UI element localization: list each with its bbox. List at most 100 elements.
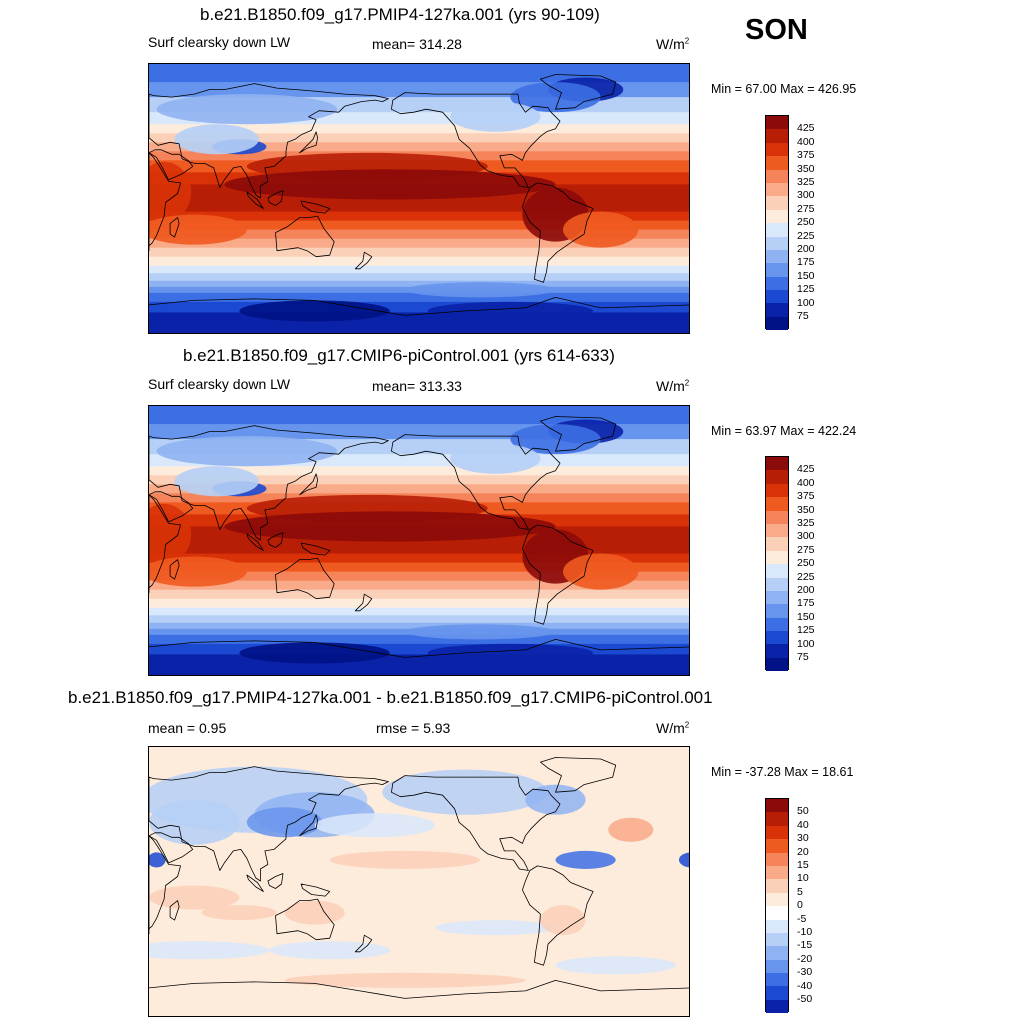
colorbar-box (766, 169, 788, 183)
colorbar-box (766, 812, 788, 826)
colorbar-box (766, 919, 788, 933)
colorbar-box (766, 457, 788, 471)
colorbar-tick-label: -15 (797, 939, 813, 952)
colorbar-tick-label: -20 (797, 952, 813, 965)
colorbar-box (766, 631, 788, 645)
colorbar-box (766, 483, 788, 498)
panel-2-units: W/m2 (656, 378, 689, 394)
colorbar-box (766, 604, 788, 618)
colorbar-tick-label: -5 (797, 912, 807, 925)
panel-3-map (148, 746, 690, 1017)
units-base: W/m (656, 378, 685, 394)
colorbar-tick-label: 175 (797, 256, 815, 269)
panel-3-title: b.e21.B1850.f09_g17.PMIP4-127ka.001 - b.… (68, 688, 713, 707)
panel-1-mean-label: mean= 314.28 (372, 36, 462, 52)
panel-3-min-max: Min = -37.28 Max = 18.61 (711, 765, 854, 779)
colorbar-box (766, 116, 788, 130)
colorbar-box (766, 973, 788, 987)
colorbar-box (766, 799, 788, 813)
colorbar-tick-label: 200 (797, 584, 815, 596)
colorbar-box (766, 129, 788, 143)
colorbar-tick-label: 200 (797, 243, 815, 255)
colorbar-tick-label: 425 (797, 122, 815, 135)
colorbar-box (766, 892, 788, 907)
colorbar-box (766, 825, 788, 840)
colorbar-box (766, 182, 788, 197)
panel-2-colorbar (765, 456, 789, 672)
colorbar-tick-label: -30 (797, 966, 813, 979)
season-label: SON (745, 14, 808, 46)
colorbar-box (766, 249, 788, 264)
colorbar-box (766, 865, 788, 880)
units-exponent: 2 (684, 720, 690, 730)
colorbar-box (766, 537, 788, 551)
panel-3-rmse-label: rmse = 5.93 (376, 720, 451, 736)
colorbar-box (766, 590, 788, 605)
coastlines (149, 74, 689, 316)
colorbar-tick-label: 50 (797, 805, 809, 818)
coastlines (149, 416, 689, 658)
colorbar-tick-label: 125 (797, 283, 815, 296)
colorbar-box (766, 906, 788, 920)
colorbar-box (766, 839, 788, 853)
colorbar-box (766, 564, 788, 578)
colorbar-tick-label: 150 (797, 610, 815, 623)
colorbar-box (766, 617, 788, 632)
panel-1-min-max: Min = 67.00 Max = 426.95 (711, 82, 857, 96)
colorbar-tick-label: 375 (797, 149, 815, 162)
colorbar-tick-label: -40 (797, 979, 813, 992)
colorbar-box (766, 263, 788, 277)
panel-3-mean-label: mean = 0.95 (148, 720, 227, 736)
colorbar-tick-label: 400 (797, 476, 815, 489)
colorbar-tick-label: 325 (797, 176, 815, 188)
colorbar-tick-label: 150 (797, 269, 815, 282)
colorbar-box (766, 932, 788, 947)
colorbar-box (766, 523, 788, 538)
colorbar-box (766, 303, 788, 317)
colorbar-tick-label: 300 (797, 530, 815, 543)
panel-2-title: b.e21.B1850.f09_g17.CMIP6-piControl.001 … (183, 346, 615, 365)
colorbar-tick-label: 425 (797, 463, 815, 476)
colorbar-box (766, 946, 788, 960)
colorbar-tick-label: 125 (797, 624, 815, 637)
colorbar-tick-label: 175 (797, 597, 815, 610)
colorbar-box (766, 852, 788, 866)
colorbar-tick-label: 20 (797, 845, 809, 858)
units-base: W/m (656, 36, 685, 52)
colorbar-box (766, 470, 788, 484)
colorbar-box (766, 209, 788, 224)
colorbar-box (766, 196, 788, 210)
colorbar-box (766, 657, 788, 672)
panel-1-colorbar (765, 115, 789, 331)
colorbar-box (766, 986, 788, 1000)
colorbar-tick-label: 75 (797, 651, 809, 663)
colorbar-tick-label: 375 (797, 490, 815, 503)
colorbar-tick-label: 225 (797, 229, 815, 242)
colorbar-box (766, 999, 788, 1014)
panel-1-map (148, 63, 690, 334)
colorbar-tick-label: 250 (797, 216, 815, 229)
colorbar-box (766, 550, 788, 565)
colorbar-tick-label: 225 (797, 570, 815, 583)
map-canvas (149, 406, 689, 675)
panel-1-units: W/m2 (656, 36, 689, 52)
panel-2-mean-label: mean= 313.33 (372, 378, 462, 394)
colorbar-tick-label: 350 (797, 503, 815, 516)
colorbar-box (766, 879, 788, 893)
colorbar-tick-label: 40 (797, 818, 809, 831)
colorbar-tick-label: 75 (797, 310, 809, 322)
colorbar-box (766, 510, 788, 524)
panel-1-title: b.e21.B1850.f09_g17.PMIP4-127ka.001 (yrs… (200, 5, 600, 24)
colorbar-tick-label: 100 (797, 296, 815, 309)
panel-3-units: W/m2 (656, 720, 689, 736)
units-exponent: 2 (684, 36, 690, 46)
colorbar-tick-label: 275 (797, 543, 815, 556)
units-base: W/m (656, 720, 685, 736)
colorbar-box (766, 644, 788, 658)
colorbar-tick-label: 30 (797, 832, 809, 845)
colorbar-tick-label: 350 (797, 162, 815, 175)
colorbar-box (766, 290, 788, 304)
map-canvas (149, 747, 689, 1016)
colorbar-tick-label: 250 (797, 557, 815, 570)
colorbar-box (766, 236, 788, 250)
